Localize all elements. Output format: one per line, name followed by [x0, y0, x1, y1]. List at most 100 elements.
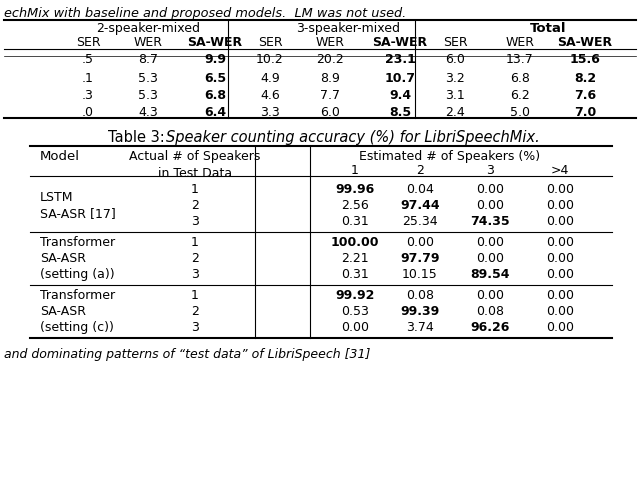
Text: (setting (c)): (setting (c)) — [40, 321, 114, 334]
Text: Actual # of Speakers
in Test Data: Actual # of Speakers in Test Data — [129, 150, 260, 180]
Text: 0.00: 0.00 — [476, 183, 504, 196]
Text: 0.04: 0.04 — [406, 183, 434, 196]
Text: 1: 1 — [351, 164, 359, 177]
Text: 0.08: 0.08 — [406, 289, 434, 302]
Text: 4.6: 4.6 — [260, 89, 280, 102]
Text: 9.4: 9.4 — [389, 89, 411, 102]
Text: 3.74: 3.74 — [406, 321, 434, 334]
Text: 0.00: 0.00 — [546, 321, 574, 334]
Text: 7.0: 7.0 — [574, 106, 596, 119]
Text: LSTM: LSTM — [40, 191, 74, 204]
Text: SA-ASR: SA-ASR — [40, 305, 86, 318]
Text: Table 3:: Table 3: — [108, 130, 170, 145]
Text: 1: 1 — [191, 236, 199, 249]
Text: 0.00: 0.00 — [341, 321, 369, 334]
Text: 3: 3 — [486, 164, 494, 177]
Text: Speaker counting accuracy (%) for LibriSpeechMix.: Speaker counting accuracy (%) for LibriS… — [166, 130, 540, 145]
Text: SA-ASR [17]: SA-ASR [17] — [40, 207, 116, 220]
Text: 89.54: 89.54 — [470, 268, 509, 281]
Text: 8.9: 8.9 — [320, 72, 340, 85]
Text: 6.0: 6.0 — [320, 106, 340, 119]
Text: 2.21: 2.21 — [341, 252, 369, 265]
Text: 0.00: 0.00 — [546, 305, 574, 318]
Text: 10.15: 10.15 — [402, 268, 438, 281]
Text: and dominating patterns of “test data” of LibriSpeech [31]: and dominating patterns of “test data” o… — [4, 348, 371, 361]
Text: 5.3: 5.3 — [138, 89, 158, 102]
Text: (setting (a)): (setting (a)) — [40, 268, 115, 281]
Text: 2: 2 — [191, 199, 199, 212]
Text: 0.00: 0.00 — [546, 199, 574, 212]
Text: .3: .3 — [82, 89, 94, 102]
Text: 1: 1 — [191, 183, 199, 196]
Text: 3.3: 3.3 — [260, 106, 280, 119]
Text: 2: 2 — [191, 305, 199, 318]
Text: SER: SER — [76, 36, 100, 49]
Text: 4.9: 4.9 — [260, 72, 280, 85]
Text: SA-WER: SA-WER — [188, 36, 243, 49]
Text: 25.34: 25.34 — [402, 215, 438, 228]
Text: 3: 3 — [191, 321, 199, 334]
Text: Total: Total — [530, 22, 566, 35]
Text: 0.00: 0.00 — [546, 215, 574, 228]
Text: 99.92: 99.92 — [335, 289, 374, 302]
Text: 0.00: 0.00 — [476, 236, 504, 249]
Text: WER: WER — [134, 36, 163, 49]
Text: SA-ASR: SA-ASR — [40, 252, 86, 265]
Text: SA-WER: SA-WER — [372, 36, 428, 49]
Text: 74.35: 74.35 — [470, 215, 510, 228]
Text: 13.7: 13.7 — [506, 53, 534, 66]
Text: WER: WER — [506, 36, 534, 49]
Text: 96.26: 96.26 — [470, 321, 509, 334]
Text: 2.4: 2.4 — [445, 106, 465, 119]
Text: 6.0: 6.0 — [445, 53, 465, 66]
Text: 0.00: 0.00 — [546, 236, 574, 249]
Text: Estimated # of Speakers (%): Estimated # of Speakers (%) — [360, 150, 541, 163]
Text: 15.6: 15.6 — [570, 53, 600, 66]
Text: 0.00: 0.00 — [546, 252, 574, 265]
Text: Model: Model — [40, 150, 80, 163]
Text: 0.00: 0.00 — [476, 252, 504, 265]
Text: 3: 3 — [191, 215, 199, 228]
Text: 0.00: 0.00 — [546, 183, 574, 196]
Text: Transformer: Transformer — [40, 236, 115, 249]
Text: .5: .5 — [82, 53, 94, 66]
Text: 7.7: 7.7 — [320, 89, 340, 102]
Text: 99.39: 99.39 — [401, 305, 440, 318]
Text: 0.00: 0.00 — [406, 236, 434, 249]
Text: 8.7: 8.7 — [138, 53, 158, 66]
Text: 6.4: 6.4 — [204, 106, 226, 119]
Text: 3-speaker-mixed: 3-speaker-mixed — [296, 22, 400, 35]
Text: SER: SER — [258, 36, 282, 49]
Text: 100.00: 100.00 — [331, 236, 380, 249]
Text: SA-WER: SA-WER — [557, 36, 612, 49]
Text: 20.2: 20.2 — [316, 53, 344, 66]
Text: 2: 2 — [416, 164, 424, 177]
Text: 3.1: 3.1 — [445, 89, 465, 102]
Text: 4.3: 4.3 — [138, 106, 158, 119]
Text: 10.7: 10.7 — [385, 72, 415, 85]
Text: 0.08: 0.08 — [476, 305, 504, 318]
Text: 2: 2 — [191, 252, 199, 265]
Text: 3: 3 — [191, 268, 199, 281]
Text: WER: WER — [316, 36, 344, 49]
Text: 5.3: 5.3 — [138, 72, 158, 85]
Text: 8.2: 8.2 — [574, 72, 596, 85]
Text: echMix with baseline and proposed models.  LM was not used.: echMix with baseline and proposed models… — [4, 7, 406, 20]
Text: 6.5: 6.5 — [204, 72, 226, 85]
Text: 10.2: 10.2 — [256, 53, 284, 66]
Text: .1: .1 — [82, 72, 94, 85]
Text: 23.1: 23.1 — [385, 53, 415, 66]
Text: SER: SER — [443, 36, 467, 49]
Text: 9.9: 9.9 — [204, 53, 226, 66]
Text: 0.31: 0.31 — [341, 215, 369, 228]
Text: 97.44: 97.44 — [400, 199, 440, 212]
Text: 0.53: 0.53 — [341, 305, 369, 318]
Text: 6.8: 6.8 — [204, 89, 226, 102]
Text: 0.00: 0.00 — [476, 289, 504, 302]
Text: 5.0: 5.0 — [510, 106, 530, 119]
Text: 2.56: 2.56 — [341, 199, 369, 212]
Text: >4: >4 — [551, 164, 569, 177]
Text: 2-speaker-mixed: 2-speaker-mixed — [96, 22, 200, 35]
Text: .0: .0 — [82, 106, 94, 119]
Text: 6.8: 6.8 — [510, 72, 530, 85]
